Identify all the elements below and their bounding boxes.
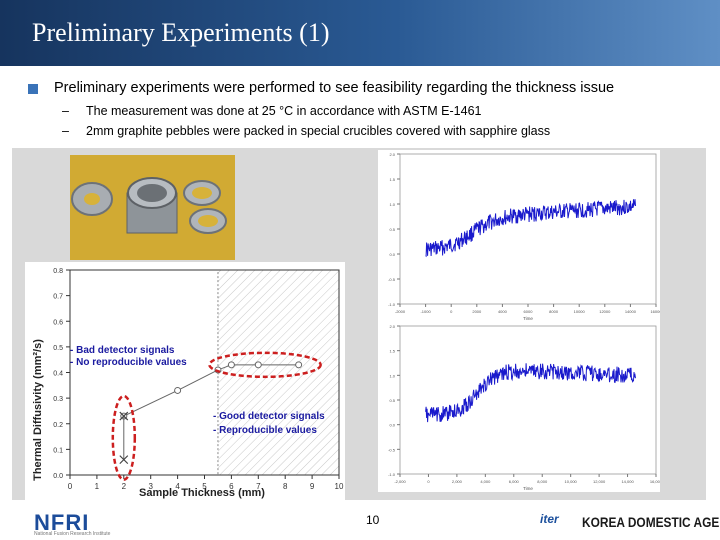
signal-x-tick-label: -2,000 (394, 479, 406, 484)
diffusivity-line (123, 364, 299, 417)
data-point (174, 386, 182, 394)
signal-x-tick-label: 0 (427, 479, 430, 484)
signal-x-tick-label: 6,000 (509, 479, 520, 484)
sub-text: The measurement was done at 25 °C in acc… (86, 104, 482, 118)
y-tick-label: 0.0 (53, 473, 63, 480)
x-axis-title: Sample Thickness (mm) (139, 487, 265, 499)
x-tick-label: 0 (68, 482, 73, 491)
nfri-logo-subtitle: National Fusion Research Institute (34, 531, 111, 537)
signal-y-tick-label: -0.5 (388, 447, 396, 452)
signal-y-tick-label: 0.0 (389, 252, 395, 257)
bullet-text: Preliminary experiments were performed t… (54, 80, 615, 96)
signal-y-tick-label: 2.0 (389, 152, 395, 157)
bullet-marker (28, 84, 38, 94)
detector-signal-plot-bottom: -1.0 -0.5 0.0 0.5 1.0 1.5 2.0 -2,000 0 2,000 4,000… (378, 322, 660, 492)
signal-x-tick-label: 10000 (574, 309, 586, 314)
signal-y-tick-label: 1.5 (389, 349, 395, 354)
signal-y-tick-label: 0.0 (389, 423, 395, 428)
signal-x-tick-label: 14,000 (621, 479, 634, 484)
signal-x-tick-label: 8000 (549, 309, 559, 314)
signal-x-tick-label: 16000 (650, 309, 660, 314)
signal-y-tick-label: 0.5 (389, 398, 395, 403)
cross-point (119, 455, 129, 465)
x-tick-label: 7 (256, 482, 261, 491)
signal-y-tick-label: 2.0 (389, 324, 395, 329)
y-tick-label: 0.3 (53, 396, 63, 403)
y-tick-label: 0.1 (53, 447, 63, 454)
x-tick-label: 4 (175, 482, 180, 491)
signal-y-tick-label: 1.0 (389, 373, 395, 378)
nfri-logo: NFRI (34, 510, 90, 535)
signal-x-tick-label: -1000 (420, 309, 431, 314)
good-signal-region (217, 269, 340, 476)
y-tick-label: 0.6 (53, 319, 63, 326)
signal-x-tick-label: 8,000 (537, 479, 548, 484)
detector-signal-plot-top: -1.0 -0.5 0.0 0.5 1.0 1.5 2.0 -2000 -1000 0 2000 40… (378, 150, 660, 322)
y-tick-label: 0.7 (53, 294, 63, 301)
signal-x-tick-label: 2000 (472, 309, 482, 314)
sub-text: 2mm graphite pebbles were packed in spec… (86, 124, 551, 138)
good-annotation-line-1: - Good detector signals (213, 411, 325, 422)
signal-x-tick-label: 4,000 (480, 479, 491, 484)
x-tick-label: 9 (310, 482, 315, 491)
y-tick-label: 0.2 (53, 422, 63, 429)
signal-y-tick-label: 1.0 (389, 202, 395, 207)
signal-trace (425, 199, 636, 258)
bad-annotation-line-2: - No reproducible values (70, 357, 187, 368)
thermal-diffusivity-chart: 0.00.10.20.30.40.50.60.70.80 1 2 3 4 5 6 7 8 9 10 … (25, 262, 345, 500)
signal-x-axis-title: Time (523, 486, 533, 491)
x-tick-label: 3 (148, 482, 153, 491)
data-point (254, 361, 262, 369)
signal-y-tick-label: -0.5 (388, 277, 396, 282)
crucible-photo-drawing (70, 155, 235, 260)
signal-x-tick-label: 16,000 (650, 479, 660, 484)
signal-x-axis-title: Time (523, 316, 533, 321)
page-number: 10 (366, 513, 380, 527)
signal-y-tick-label: -1.0 (388, 302, 396, 307)
data-point (227, 361, 235, 369)
data-point (295, 361, 303, 369)
good-highlight-ellipse (208, 351, 322, 379)
signal-y-tick-label: -1.0 (388, 472, 396, 477)
signal-y-tick-label: 0.5 (389, 227, 395, 232)
sub-dash: – (62, 104, 69, 118)
signal-x-tick-label: 12000 (599, 309, 611, 314)
y-tick-label: 0.4 (53, 371, 63, 378)
iter-logo: iter (540, 512, 559, 526)
bad-annotation-line-1: - Bad detector signals (70, 345, 175, 356)
x-tick-label: 2 (122, 482, 127, 491)
signal-x-tick-label: -2000 (395, 309, 406, 314)
title-bar (0, 0, 720, 66)
x-tick-label: 10 (335, 482, 344, 491)
sub-bullet-1: – The measurement was done at 25 °C in ac… (62, 104, 481, 118)
bad-highlight-ellipse (111, 394, 137, 481)
signal-x-tick-label: 6000 (524, 309, 534, 314)
good-annotation-line-2: - Reproducible values (213, 425, 317, 436)
signal-x-tick-label: 12,000 (593, 479, 606, 484)
x-tick-label: 8 (283, 482, 288, 491)
signal-y-tick-label: 1.5 (389, 177, 395, 182)
crucible-photo (70, 155, 235, 260)
sub-bullet-2: – 2mm graphite pebbles were packed in spe… (62, 124, 550, 138)
signal-trace (425, 363, 636, 423)
x-tick-label: 6 (229, 482, 234, 491)
y-tick-label: 0.8 (53, 268, 63, 275)
signal-x-tick-label: 2,000 (452, 479, 463, 484)
signal-x-tick-label: 14000 (625, 309, 637, 314)
y-tick-label: 0.5 (53, 345, 63, 352)
signal-x-tick-label: 0 (450, 309, 453, 314)
korea-domestic-agency-logo: KOREA DOMESTIC AGENCY (582, 514, 720, 530)
signal-x-tick-label: 4000 (498, 309, 508, 314)
signal-x-tick-label: 10,000 (565, 479, 578, 484)
cross-point (119, 411, 129, 421)
slide-title: Preliminary Experiments (1) (32, 18, 330, 47)
x-tick-label: 1 (95, 482, 100, 491)
sub-dash: – (62, 124, 69, 138)
y-axis-title: Thermal Diffusivity (mm²/s) (32, 339, 44, 481)
x-tick-label: 5 (202, 482, 207, 491)
